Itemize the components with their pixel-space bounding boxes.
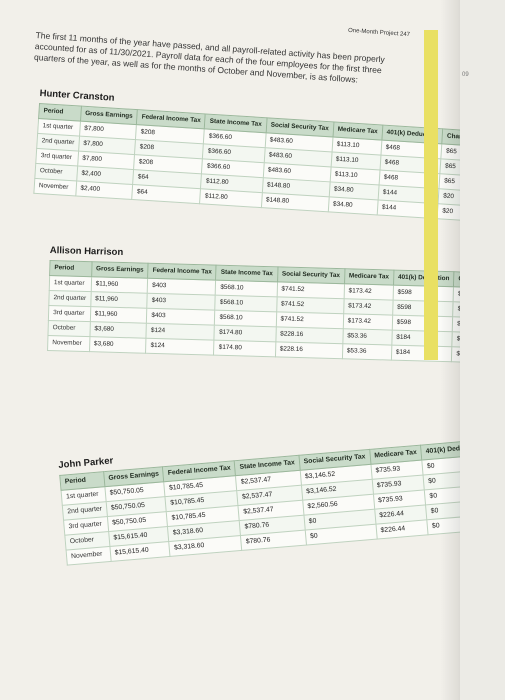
period-cell: November [47,335,90,352]
amount-cell: $3,680 [89,321,147,339]
amount-cell: $3,680 [89,336,147,354]
amount-cell: $53.36 [342,328,393,346]
amount-cell: $11,960 [90,291,148,309]
amount-cell: $173.42 [343,298,393,316]
amount-cell: $174.80 [214,325,276,342]
period-cell: October [47,320,91,337]
period-cell: November [33,178,77,196]
column-header: Medicare Tax [344,268,394,286]
amount-cell: $173.42 [343,283,394,301]
period-cell: 1st quarter [49,275,92,292]
amount-cell: $64 [131,184,201,204]
amount-cell: $228.16 [275,341,343,359]
amount-cell: $174.80 [213,340,276,357]
column-header: State Income Tax [216,265,278,282]
page-tab-strip [424,30,438,360]
column-header: Gross Earnings [91,261,149,279]
employee-block-allison: Allison Harrison Period Gross Earnings Fed… [47,245,460,364]
amount-cell: $34.80 [328,196,378,215]
period-cell: 3rd quarter [48,305,91,322]
column-header: Period [49,260,92,277]
amount-cell: $2,400 [75,180,133,200]
amount-cell: $173.42 [342,313,393,331]
running-head: One-Month Project 247 [347,27,411,39]
page-gutter-shadow [440,0,460,700]
amount-cell: $53.36 [342,343,392,361]
period-cell: November [66,546,111,566]
amount-cell: $226.44 [375,519,429,540]
book-page: One-Month Project 247 The first 11 month… [0,0,460,700]
payroll-table: Period Gross Earnings Federal Income Tax St… [47,259,460,364]
amount-cell: $112.80 [200,188,262,208]
intro-paragraph: The first 11 months of the year have pas… [33,30,386,85]
amount-cell: $568.10 [215,280,278,297]
chapter-tab-label: 09 [462,72,469,78]
amount-cell: $11,960 [90,276,148,294]
amount-cell: $148.80 [261,192,329,212]
amount-cell: $568.10 [215,295,277,312]
amount-cell: $11,960 [90,306,148,324]
employee-block-john: John Parker Period Gross Earnings Federal … [58,419,460,566]
amount-cell: $124 [145,338,215,356]
amount-cell: $568.10 [214,310,277,327]
facing-page-edge: 09 [460,0,505,700]
period-cell: 2nd quarter [48,290,91,307]
employee-block-hunter: Hunter Cranston Period Gross Earnings Fede… [33,88,460,223]
